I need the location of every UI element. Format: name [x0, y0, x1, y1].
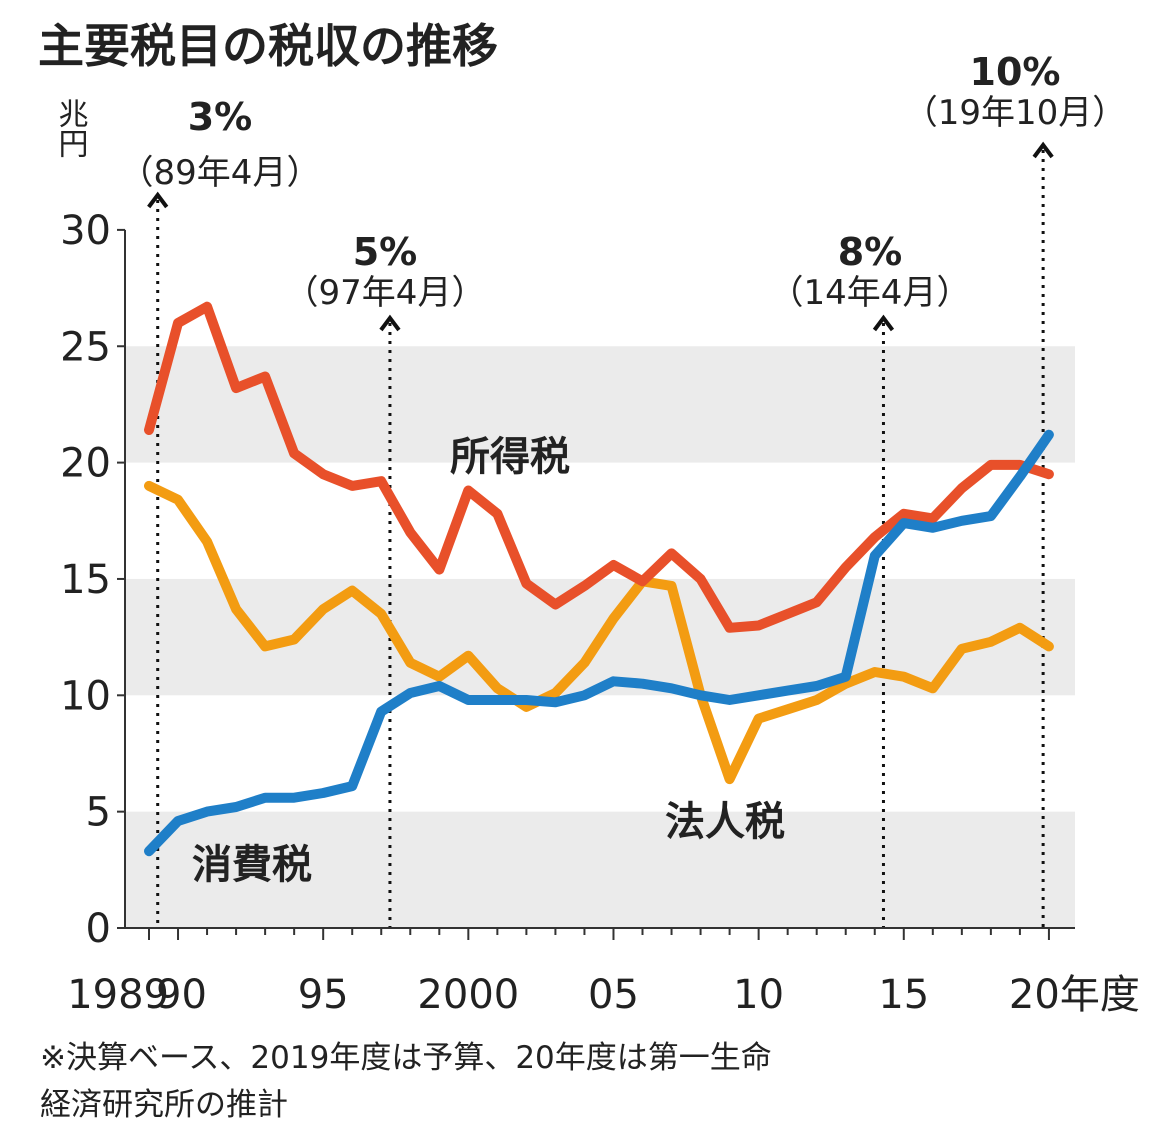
y-tick-label: 5 — [86, 790, 111, 836]
series-label-corporate-tax: 法人税 — [665, 799, 785, 845]
y-tick-label: 10 — [60, 673, 111, 719]
series-line-income-tax — [144, 301, 1054, 633]
rate-date-label: （14年4月） — [770, 273, 971, 313]
series-line-corporate-tax — [144, 480, 1054, 785]
footnote-line-2: 経済研究所の推計 — [40, 1087, 288, 1123]
tax-rate-markers: 3% （89年4月） 5%（97年4月） 8%（14年4月） 10%（19年10月） — [120, 50, 1127, 928]
grid-band — [125, 346, 1075, 463]
y-axis-unit: 兆円 — [53, 98, 88, 158]
series-label-income-tax: 所得税 — [450, 434, 570, 480]
x-tick-label: 1989 — [67, 972, 169, 1018]
arrow-up-icon — [379, 314, 401, 332]
y-tick-label: 0 — [86, 906, 111, 952]
rate-date-label: （19年10月） — [904, 93, 1127, 133]
series-lines — [144, 301, 1054, 857]
x-tick-label: 15 — [878, 972, 929, 1018]
rate-label: 3% — [188, 95, 253, 139]
x-tick-label: 20年度 — [1009, 972, 1140, 1018]
rate-label: 8% — [838, 230, 903, 274]
chart-title: 主要税目の税収の推移 — [38, 19, 498, 73]
x-tick-label: 05 — [588, 972, 639, 1018]
y-tick-label: 20 — [60, 441, 111, 487]
series-label-consumption-tax: 消費税 — [192, 842, 312, 888]
x-tick-label: 95 — [298, 972, 349, 1018]
rate-label: 5% — [353, 230, 418, 274]
rate-date-label: （89年4月） — [120, 153, 321, 193]
series-line-consumption-tax — [144, 429, 1054, 857]
grid-band — [125, 811, 1075, 928]
rate-label: 10% — [970, 50, 1061, 94]
arrow-up-icon — [1032, 141, 1054, 159]
x-tick-label: 2000 — [417, 972, 519, 1018]
y-tick-label: 25 — [60, 324, 111, 370]
x-tick-label: 10 — [733, 972, 784, 1018]
x-tick-label: 90 — [156, 972, 207, 1018]
y-tick-label: 30 — [60, 208, 111, 254]
rate-date-label: （97年4月） — [285, 273, 486, 313]
y-tick-label: 15 — [60, 557, 111, 603]
footnote-line-1: ※決算ベース、2019年度は予算、20年度は第一生命 — [40, 1040, 772, 1076]
arrow-up-icon — [147, 191, 169, 209]
arrow-up-icon — [872, 314, 895, 332]
